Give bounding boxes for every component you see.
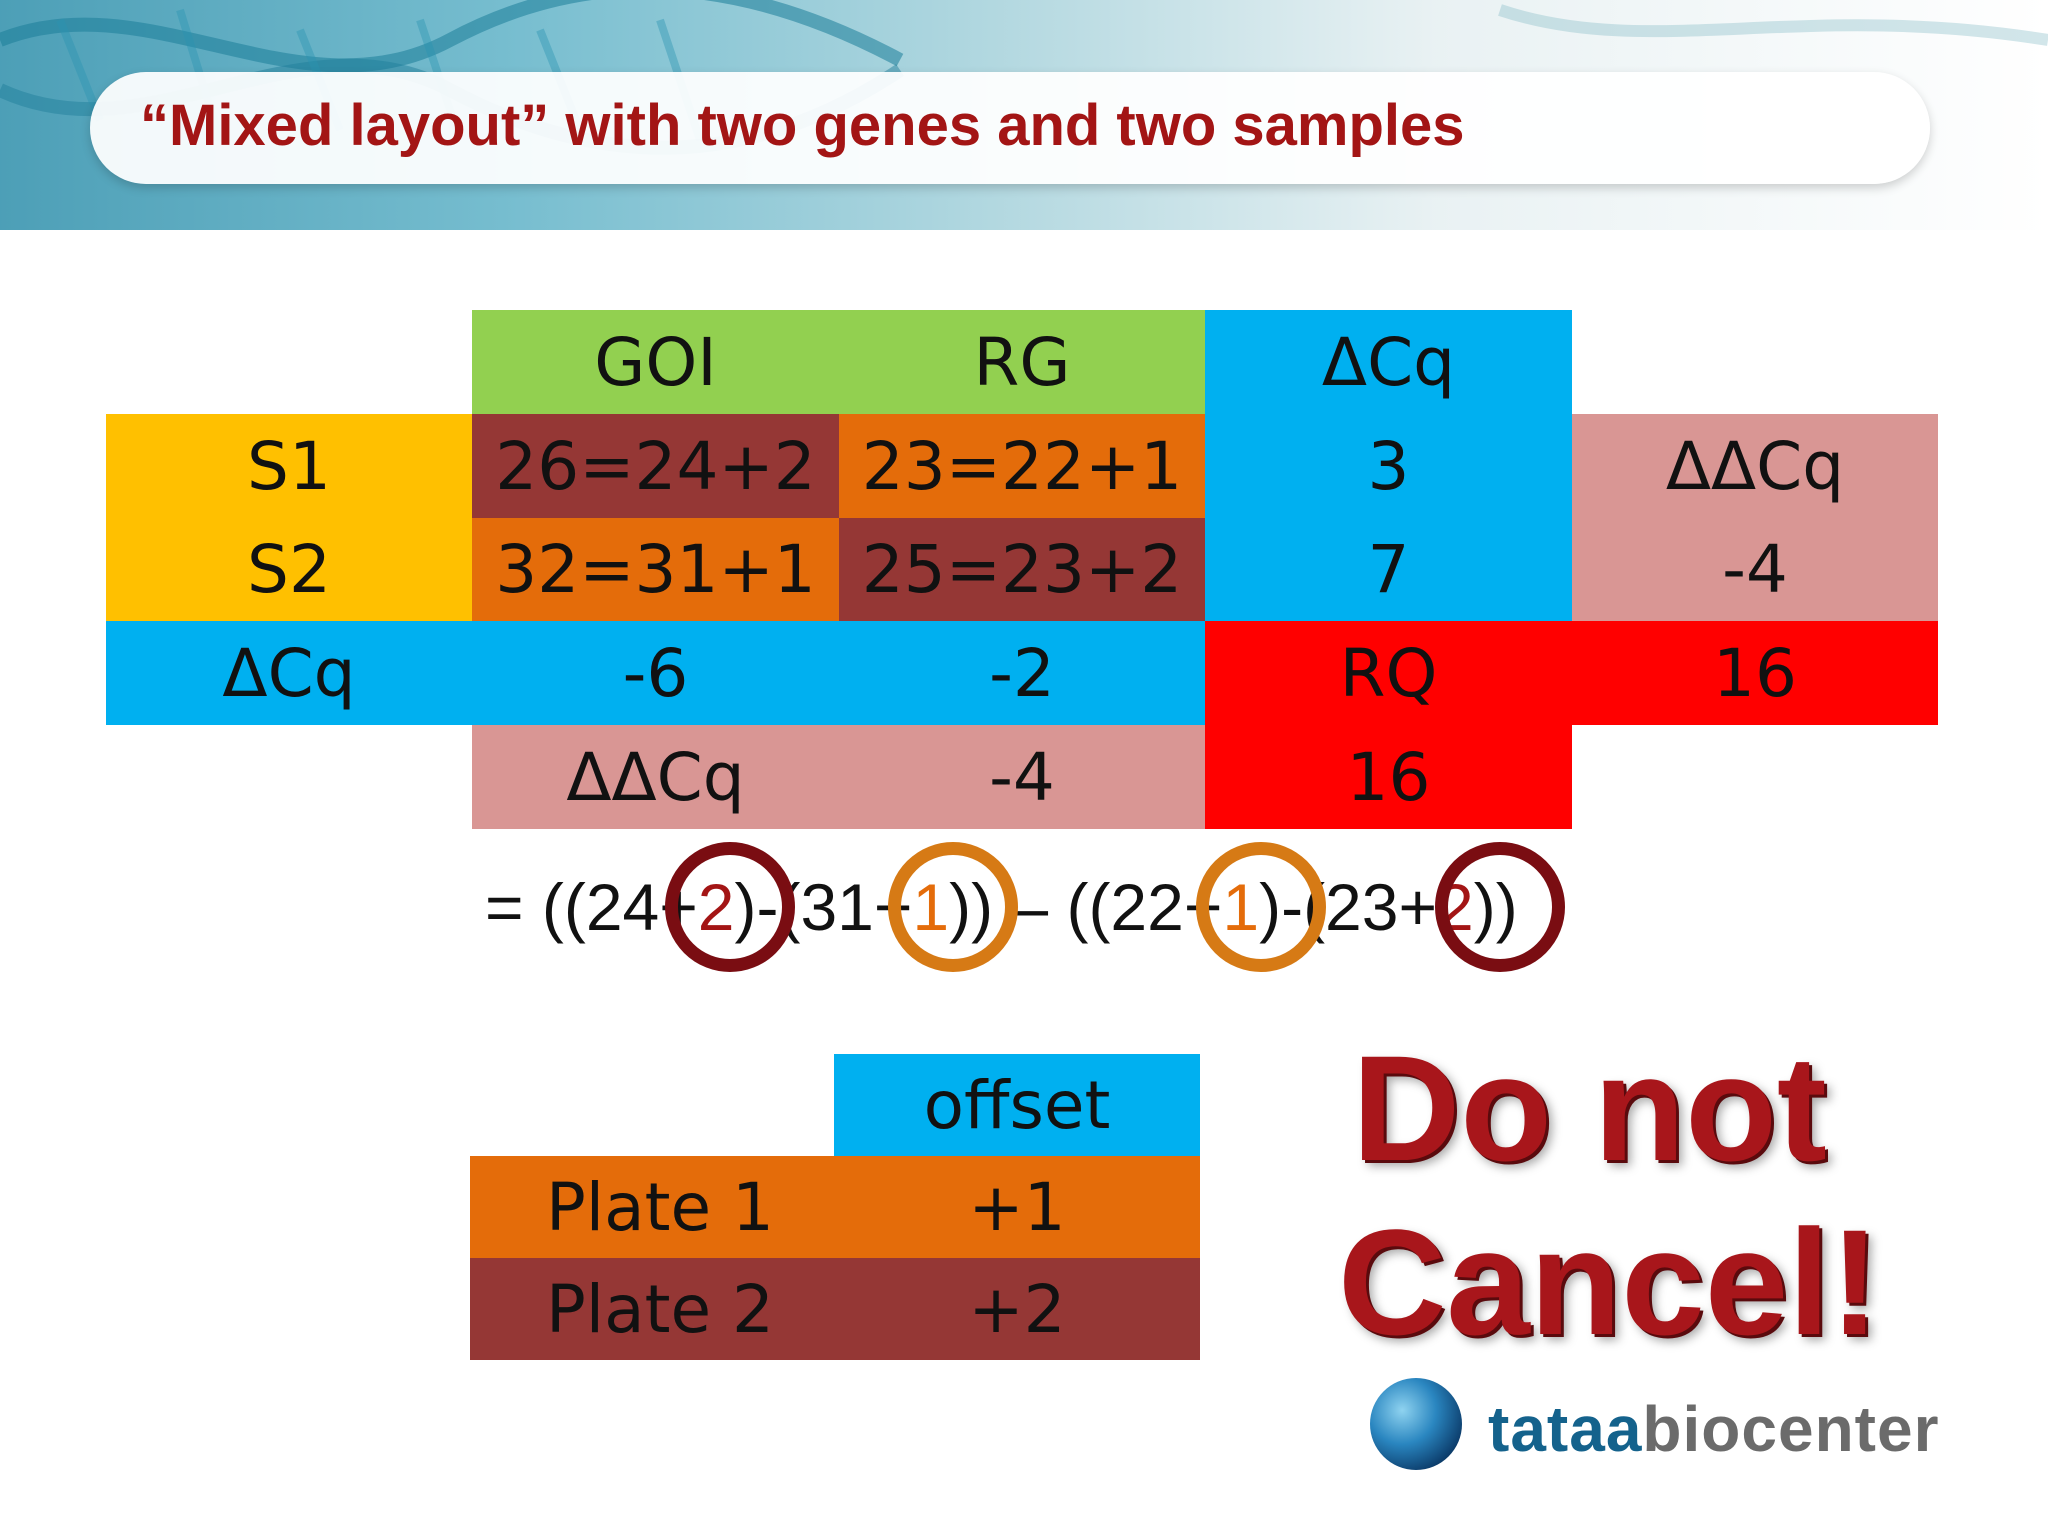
row-delta-cq-label: ΔCq (106, 621, 472, 725)
logo-text-tataa: tataa (1488, 1393, 1643, 1465)
offset-row-plate2-label: Plate 2 (470, 1258, 834, 1360)
logo-globe-icon (1370, 1378, 1462, 1470)
warning-line-1: Do not (1352, 1024, 1827, 1192)
row-delta-cq-goi: -6 (472, 621, 839, 725)
logo-text-biocenter: biocenter (1642, 1393, 1940, 1465)
offset-row-plate2-value: +2 (834, 1258, 1200, 1360)
side-delta-delta-cq-value: -4 (1572, 518, 1938, 621)
rq-value-bottom: 16 (1205, 725, 1572, 829)
row-delta-cq-rg: -2 (839, 621, 1205, 725)
cancel-circle-plate2 (665, 842, 795, 972)
title-banner (90, 72, 1930, 184)
row-s1-goi: 26=24+2 (472, 414, 839, 518)
cancel-circle-plate2 (1435, 842, 1565, 972)
header-goi: GOI (472, 310, 839, 414)
slide-title: “Mixed layout” with two genes and two sa… (140, 93, 1465, 158)
cancel-circle-plate1 (888, 842, 1018, 972)
formula-part: + (1398, 870, 1438, 944)
formula-part: = ((24 (485, 870, 660, 944)
header-rg: RG (839, 310, 1205, 414)
cancel-circle-plate1 (1196, 842, 1326, 972)
offset-row-plate1-value: +1 (834, 1156, 1200, 1258)
row-s1-delta-cq: 3 (1205, 414, 1572, 518)
row-s1-rg: 23=22+1 (839, 414, 1205, 518)
row-s2-delta-cq: 7 (1205, 518, 1572, 621)
rq-value-side: 16 (1572, 621, 1938, 725)
row-delta-delta-cq-value: -4 (839, 725, 1205, 829)
warning-line-2: Cancel! (1338, 1198, 1880, 1366)
company-logo-text: tataabiocenter (1488, 1392, 1939, 1466)
header-delta-cq: ΔCq (1205, 310, 1572, 414)
offset-row-plate1-label: Plate 1 (470, 1156, 834, 1258)
row-s1-label: S1 (106, 414, 472, 518)
rq-label: RQ (1205, 621, 1572, 725)
offset-header: offset (834, 1054, 1200, 1156)
side-delta-delta-cq-label: ΔΔCq (1572, 414, 1938, 518)
row-s2-goi: 32=31+1 (472, 518, 839, 621)
row-s2-rg: 25=23+2 (839, 518, 1205, 621)
row-s2-label: S2 (106, 518, 472, 621)
row-delta-delta-cq-label: ΔΔCq (472, 725, 839, 829)
